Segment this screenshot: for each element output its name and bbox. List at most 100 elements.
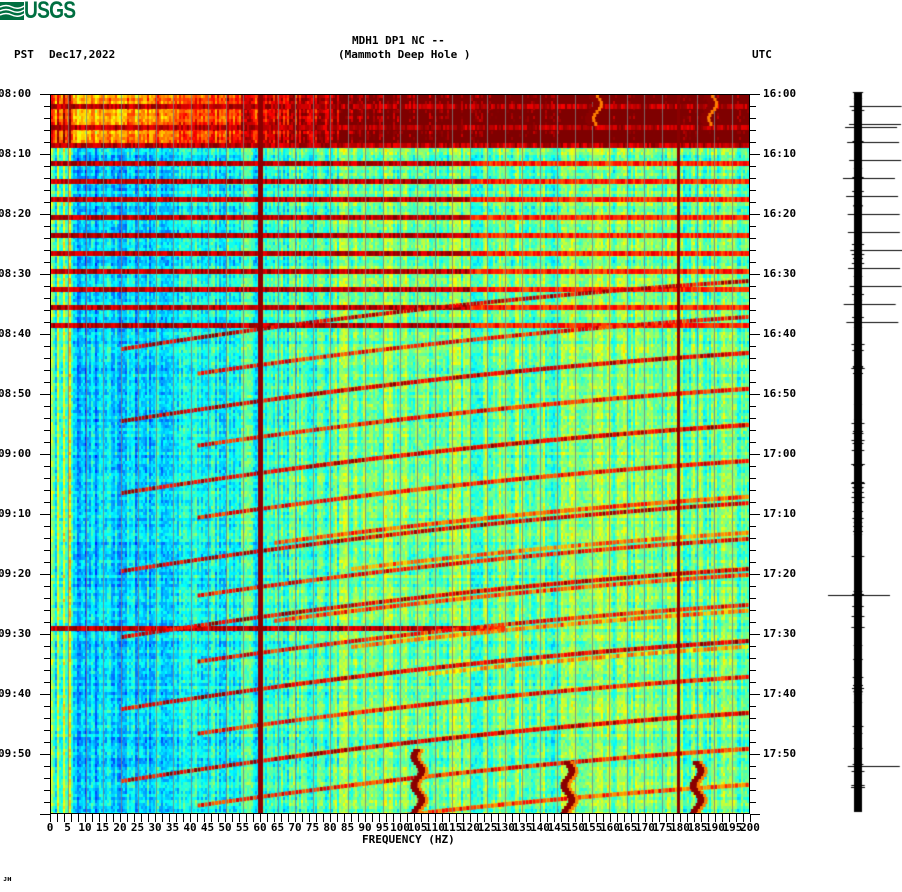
y-tick-right <box>750 658 756 659</box>
y-tick-left <box>44 766 50 767</box>
x-tick <box>260 814 261 822</box>
y-tick-left <box>44 706 50 707</box>
y-tick-label-right: 16:50 <box>763 387 797 400</box>
y-tick-right <box>750 802 756 803</box>
y-tick-left <box>44 478 50 479</box>
y-tick-left <box>40 814 50 815</box>
x-tick <box>393 814 394 822</box>
x-tick <box>659 814 660 822</box>
y-tick-label-left: 08:20 <box>0 207 32 220</box>
x-tick <box>344 814 345 822</box>
x-tick-label: 65 <box>270 821 285 834</box>
x-tick-label: 105 <box>407 821 428 834</box>
x-tick <box>708 814 709 822</box>
y-tick-label-right: 16:00 <box>763 87 797 100</box>
y-tick-right <box>750 106 756 107</box>
y-tick-left <box>44 106 50 107</box>
y-tick-label-right: 17:30 <box>763 627 797 640</box>
y-tick-right <box>750 298 756 299</box>
x-tick <box>337 814 338 822</box>
x-tick <box>358 814 359 822</box>
y-tick-left <box>44 586 50 587</box>
y-tick-label-left: 09:40 <box>0 687 32 700</box>
x-tick <box>365 814 366 822</box>
x-tick <box>78 814 79 822</box>
y-tick-left <box>44 718 50 719</box>
y-tick-right <box>750 502 756 503</box>
x-tick <box>316 814 317 822</box>
x-tick <box>295 814 296 822</box>
usgs-logo: USGS <box>0 0 82 24</box>
y-tick-left <box>44 142 50 143</box>
x-tick-label: 70 <box>288 821 302 834</box>
y-tick-right <box>750 622 756 623</box>
x-tick <box>582 814 583 822</box>
x-tick <box>736 814 737 822</box>
y-tick-left <box>44 442 50 443</box>
y-tick-left <box>40 274 50 275</box>
x-tick <box>372 814 373 822</box>
x-tick <box>638 814 639 822</box>
x-tick <box>85 814 86 822</box>
x-tick <box>155 814 156 822</box>
x-tick <box>246 814 247 822</box>
x-tick-label: 75 <box>305 821 320 834</box>
y-tick-left <box>44 418 50 419</box>
x-tick-label: 190 <box>705 821 725 834</box>
x-tick <box>225 814 226 822</box>
x-tick <box>575 814 576 822</box>
x-tick-label: 130 <box>495 821 515 834</box>
usgs-logo-text: USGS <box>24 0 76 24</box>
x-tick <box>750 814 751 822</box>
x-tick-label: 150 <box>565 821 585 834</box>
y-tick-right <box>750 562 756 563</box>
x-tick-label: 35 <box>165 821 180 834</box>
x-tick <box>330 814 331 822</box>
y-tick-right <box>750 358 756 359</box>
y-tick-right <box>750 778 756 779</box>
date-label: Dec17,2022 <box>49 48 116 61</box>
y-tick-left <box>44 562 50 563</box>
x-tick <box>120 814 121 822</box>
x-tick <box>484 814 485 822</box>
x-tick-label: 155 <box>582 821 603 834</box>
x-tick <box>218 814 219 822</box>
x-tick-label: 95 <box>375 821 390 834</box>
y-tick-right <box>750 262 756 263</box>
x-tick-label: 45 <box>200 821 215 834</box>
y-tick-label-right: 16:20 <box>763 207 797 220</box>
x-tick <box>463 814 464 822</box>
y-tick-left <box>40 334 50 335</box>
x-tick-label: 5 <box>64 821 71 834</box>
x-tick <box>400 814 401 822</box>
y-tick-right <box>750 178 756 179</box>
x-tick <box>589 814 590 822</box>
x-tick <box>169 814 170 822</box>
y-tick-label-right: 17:40 <box>763 687 797 700</box>
y-tick-right <box>750 550 756 551</box>
y-tick-left <box>44 250 50 251</box>
x-tick <box>743 814 744 822</box>
y-tick-left <box>44 730 50 731</box>
y-tick-right <box>750 310 756 311</box>
y-tick-left <box>40 454 50 455</box>
x-tick-label: 200 <box>740 821 760 834</box>
x-tick <box>127 814 128 822</box>
y-tick-right <box>750 166 756 167</box>
x-tick <box>351 814 352 822</box>
y-tick-right <box>750 538 756 539</box>
x-tick <box>715 814 716 822</box>
x-tick <box>491 814 492 822</box>
y-tick-label-left: 08:10 <box>0 147 32 160</box>
x-tick <box>533 814 534 822</box>
x-tick <box>722 814 723 822</box>
y-tick-left <box>44 526 50 527</box>
y-tick-right <box>750 718 756 719</box>
x-tick <box>568 814 569 822</box>
y-tick-left <box>44 118 50 119</box>
x-tick <box>71 814 72 822</box>
x-tick <box>323 814 324 822</box>
x-tick-label: 125 <box>477 821 498 834</box>
y-tick-right <box>750 454 760 455</box>
x-tick <box>141 814 142 822</box>
